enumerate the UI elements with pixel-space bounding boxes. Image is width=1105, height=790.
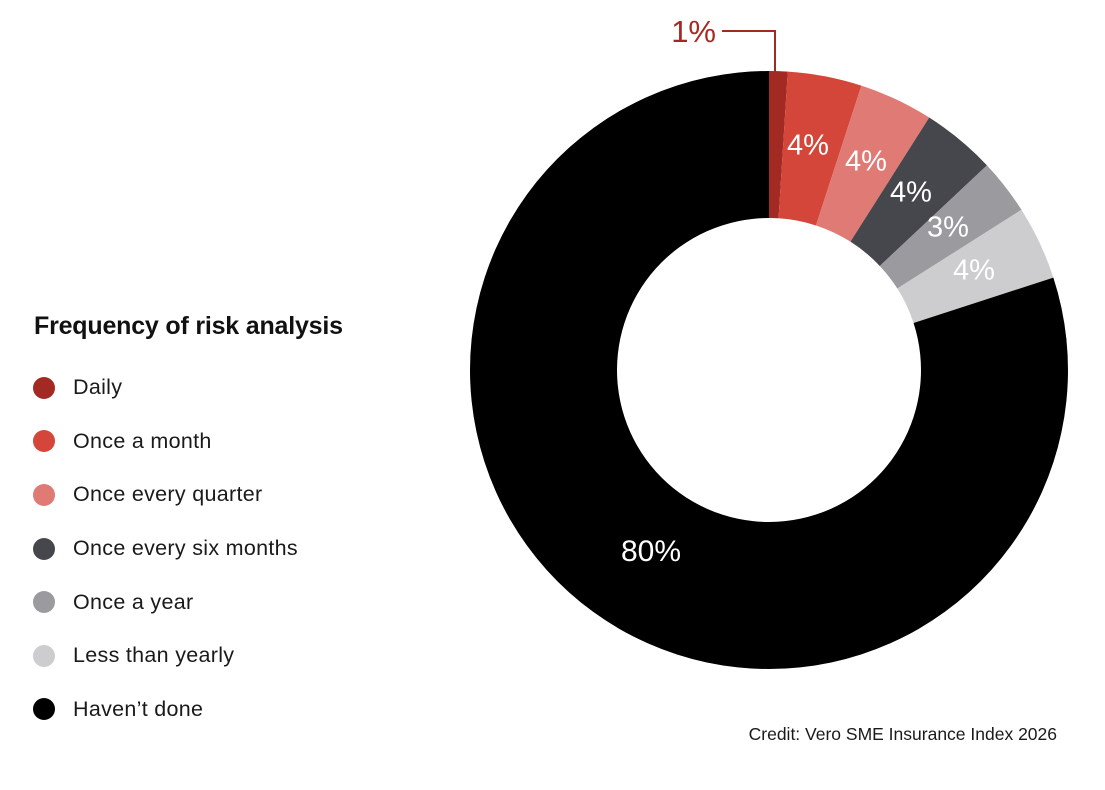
legend-label-havent-done: Haven’t done [73, 696, 204, 721]
legend-item-once-every-quarter: Once every quarter [32, 468, 452, 522]
legend-swatch-havent-done [33, 698, 55, 721]
legend-label-once-every-six-months: Once every six months [73, 536, 298, 561]
donut-slice-once-a-year [879, 165, 1022, 289]
legend-item-once-every-six-months: Once every six months [32, 522, 452, 576]
slice-label-once-every-six-months: 4% [890, 177, 932, 209]
slice-label-havent-done: 80% [621, 535, 681, 568]
slice-label-once-a-year: 3% [927, 212, 969, 244]
donut-slice-once-every-quarter [815, 85, 930, 242]
legend-item-havent-done: Haven’t done [32, 683, 452, 737]
legend-swatch-once-a-year [33, 591, 55, 614]
legend-item-once-a-year: Once a year [32, 575, 452, 629]
legend-swatch-once-every-six-months [33, 537, 55, 560]
chart-legend: Frequency of risk analysis Daily Once a … [32, 312, 452, 736]
donut-slice-once-a-month [778, 71, 862, 226]
legend-swatch-daily [33, 376, 55, 399]
donut-slice-less-than-yearly [897, 209, 1054, 324]
slice-label-daily: 1% [671, 14, 716, 49]
legend-item-daily: Daily [32, 361, 452, 415]
legend-item-once-a-month: Once a month [32, 415, 452, 469]
legend-label-once-a-year: Once a year [73, 589, 194, 614]
callout-line-daily [722, 30, 776, 76]
legend-item-less-than-yearly: Less than yearly [32, 629, 452, 683]
donut-slice-once-every-six-months [850, 117, 987, 266]
legend-label-once-every-quarter: Once every quarter [73, 482, 263, 507]
legend-swatch-once-a-month [33, 430, 55, 453]
legend-swatch-once-every-quarter [33, 483, 55, 506]
legend-label-less-than-yearly: Less than yearly [73, 643, 235, 668]
slice-label-less-than-yearly: 4% [953, 255, 995, 287]
legend-title: Frequency of risk analysis [34, 312, 343, 340]
legend-list: Daily Once a month Once every quarter On… [32, 361, 452, 736]
legend-label-daily: Daily [73, 375, 123, 400]
donut-slice-daily [769, 71, 788, 219]
donut-slice-havent-done [469, 71, 1068, 669]
slice-label-once-every-quarter: 4% [845, 146, 887, 178]
slice-label-once-a-month: 4% [787, 130, 829, 162]
legend-swatch-less-than-yearly [33, 644, 55, 667]
legend-label-once-a-month: Once a month [73, 428, 212, 453]
chart-credit: Credit: Vero SME Insurance Index 2026 [748, 724, 1057, 744]
